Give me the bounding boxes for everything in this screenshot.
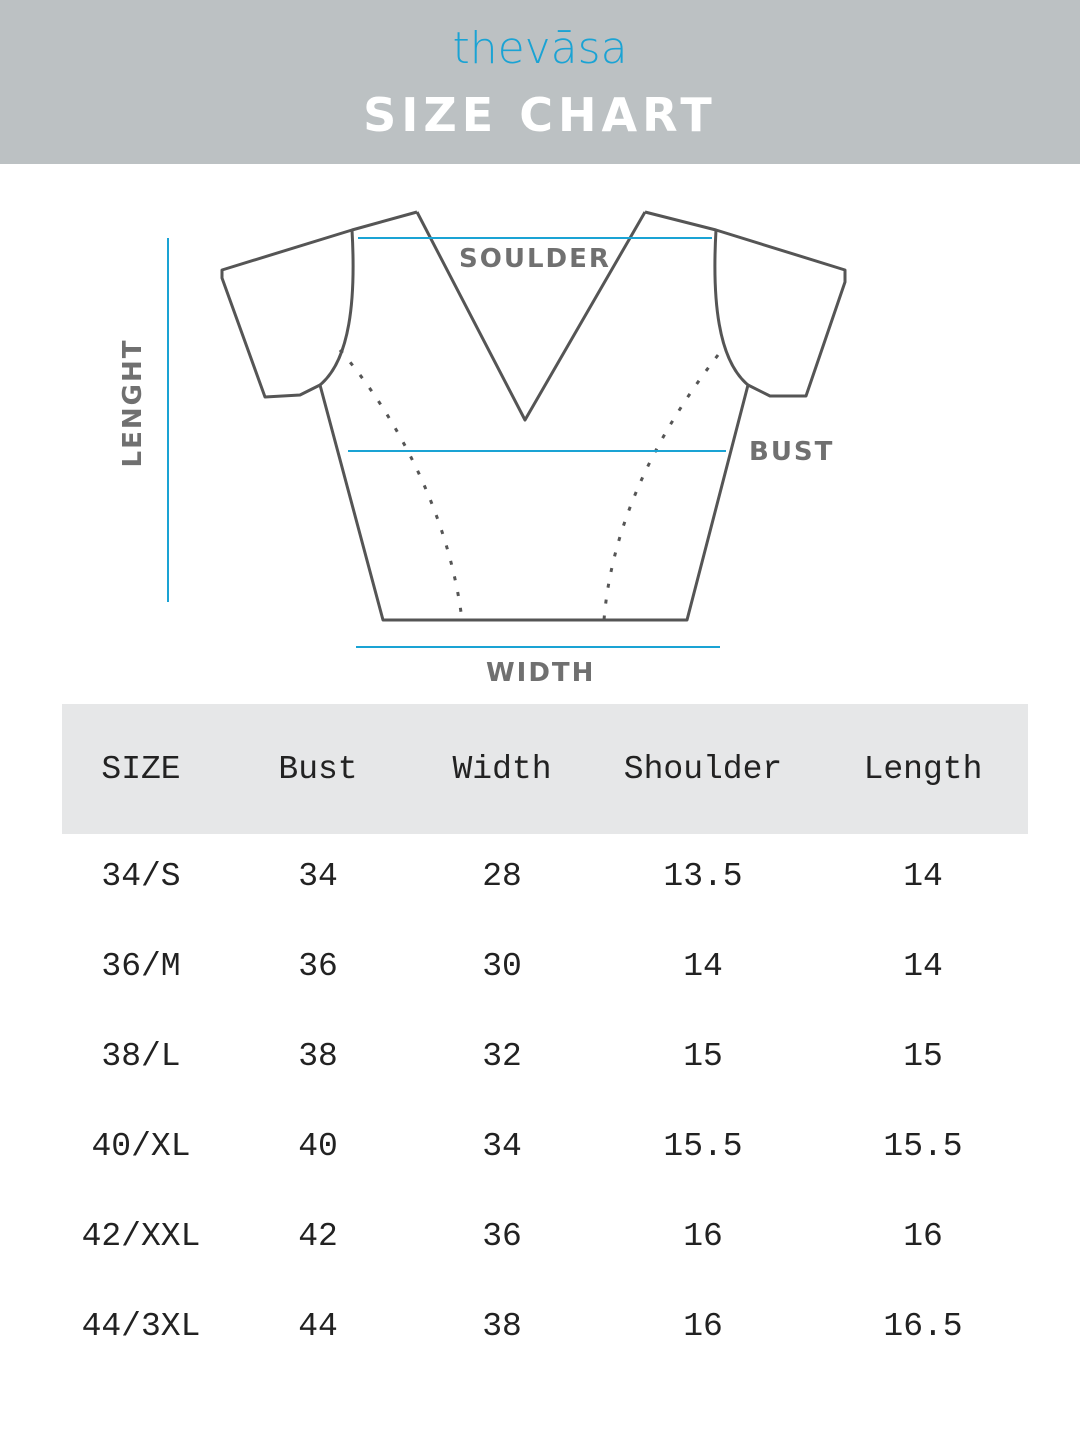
table-row: 36/M 36 30 14 14 (62, 924, 1028, 1014)
cell-shoulder: 15 (683, 1038, 723, 1075)
table-header-row: SIZE Bust Width Shoulder Length (62, 704, 1028, 834)
cell-shoulder: 13.5 (663, 858, 743, 895)
cell-size: 40/XL (91, 1128, 191, 1165)
width-label: WIDTH (486, 658, 596, 688)
cell-width: 28 (482, 858, 522, 895)
size-table: SIZE Bust Width Shoulder Length 34/S 34 … (62, 704, 1028, 1374)
header-length: Length (863, 750, 983, 788)
table-row: 40/XL 40 34 15.5 15.5 (62, 1104, 1028, 1194)
cell-bust: 42 (298, 1218, 338, 1255)
cell-length: 16.5 (883, 1308, 963, 1345)
cell-length: 15 (903, 1038, 943, 1075)
cell-width: 34 (482, 1128, 522, 1165)
cell-size: 36/M (101, 948, 181, 985)
page-title: SIZE CHART (363, 88, 717, 142)
brand-logo: thevāsa (452, 23, 628, 74)
cell-length: 16 (903, 1218, 943, 1255)
header-size: SIZE (101, 750, 181, 788)
table-row: 44/3XL 44 38 16 16.5 (62, 1284, 1028, 1374)
cell-length: 15.5 (883, 1128, 963, 1165)
length-label: LENGHT (118, 338, 148, 468)
cell-bust: 44 (298, 1308, 338, 1345)
cell-shoulder: 16 (683, 1308, 723, 1345)
table-row: 42/XXL 42 36 16 16 (62, 1194, 1028, 1284)
cell-width: 32 (482, 1038, 522, 1075)
table-row: 38/L 38 32 15 15 (62, 1014, 1028, 1104)
cell-shoulder: 15.5 (663, 1128, 743, 1165)
table-row: 34/S 34 28 13.5 14 (62, 834, 1028, 924)
cell-size: 34/S (101, 858, 181, 895)
cell-bust: 38 (298, 1038, 338, 1075)
cell-shoulder: 14 (683, 948, 723, 985)
cell-size: 38/L (101, 1038, 181, 1075)
cell-bust: 36 (298, 948, 338, 985)
cell-bust: 34 (298, 858, 338, 895)
blouse-outline (167, 210, 847, 648)
header-shoulder: Shoulder (623, 750, 783, 788)
cell-shoulder: 16 (683, 1218, 723, 1255)
header-bust: Bust (278, 750, 358, 788)
cell-size: 44/3XL (81, 1308, 201, 1345)
cell-width: 36 (482, 1218, 522, 1255)
header-width: Width (452, 750, 552, 788)
cell-bust: 40 (298, 1128, 338, 1165)
cell-length: 14 (903, 948, 943, 985)
cell-length: 14 (903, 858, 943, 895)
blouse-diagram: SOULDER BUST WIDTH LENGHT (0, 164, 1080, 704)
shoulder-label: SOULDER (459, 244, 611, 274)
bust-label: BUST (749, 437, 835, 467)
cell-size: 42/XXL (81, 1218, 201, 1255)
header-banner: thevāsa SIZE CHART (0, 0, 1080, 164)
cell-width: 30 (482, 948, 522, 985)
cell-width: 38 (482, 1308, 522, 1345)
